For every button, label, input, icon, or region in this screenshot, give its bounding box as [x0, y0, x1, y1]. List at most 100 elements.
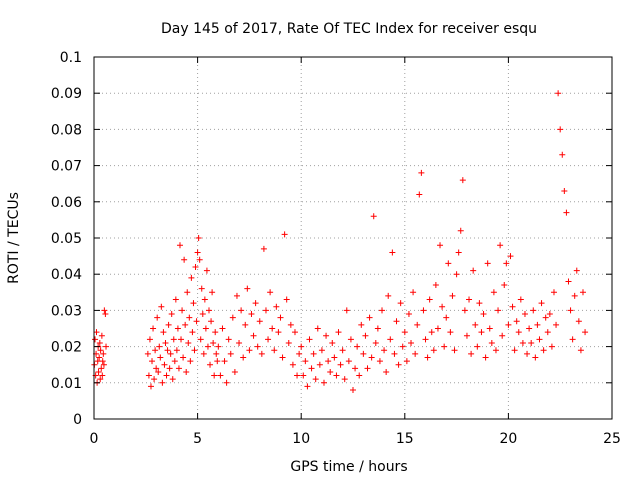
data-point: [405, 311, 412, 318]
data-point: [422, 336, 429, 343]
data-point: [497, 242, 504, 249]
data-point: [260, 245, 267, 252]
data-point: [100, 350, 107, 357]
data-point: [451, 347, 458, 354]
data-point: [310, 350, 317, 357]
data-point: [414, 321, 421, 328]
data-point: [174, 325, 181, 332]
data-point: [102, 311, 109, 318]
data-point: [461, 307, 468, 314]
data-point: [573, 267, 580, 274]
data-point: [306, 336, 313, 343]
data-point: [331, 354, 338, 361]
data-point: [179, 307, 186, 314]
data-point: [443, 314, 450, 321]
data-point: [410, 289, 417, 296]
data-point: [401, 329, 408, 336]
x-tick-label: 15: [396, 431, 414, 447]
y-tick-label: 0.05: [51, 231, 82, 247]
data-point: [412, 350, 419, 357]
data-point: [441, 343, 448, 350]
data-point: [99, 372, 106, 379]
data-point: [180, 354, 187, 361]
chart-title: Day 145 of 2017, Rate Of TEC Index for r…: [161, 21, 537, 37]
data-point: [356, 372, 363, 379]
data-point: [484, 260, 491, 267]
data-point: [213, 350, 220, 357]
data-point: [561, 187, 568, 194]
data-point: [490, 289, 497, 296]
y-tick-label: 0.03: [51, 303, 82, 319]
data-point: [362, 332, 369, 339]
data-point: [217, 372, 224, 379]
data-point: [289, 361, 296, 368]
data-point: [374, 325, 381, 332]
data-point: [172, 296, 179, 303]
data-point: [160, 329, 167, 336]
data-point: [459, 177, 466, 184]
data-point: [186, 314, 193, 321]
data-point: [146, 336, 153, 343]
data-point: [304, 383, 311, 390]
data-point: [424, 354, 431, 361]
data-point: [370, 213, 377, 220]
data-point: [100, 361, 107, 368]
data-point: [320, 379, 327, 386]
data-point: [540, 347, 547, 354]
data-point: [397, 300, 404, 307]
data-point: [161, 361, 168, 368]
data-point: [335, 329, 342, 336]
data-point: [92, 336, 99, 343]
data-point: [385, 292, 392, 299]
y-tick-label: 0.1: [60, 50, 82, 66]
data-point: [157, 354, 164, 361]
data-point: [183, 368, 190, 375]
data-point: [528, 339, 535, 346]
data-point: [181, 256, 188, 263]
data-point: [534, 321, 541, 328]
data-point: [538, 300, 545, 307]
data-point: [329, 339, 336, 346]
data-point: [455, 249, 462, 256]
data-point: [358, 321, 365, 328]
data-point: [387, 336, 394, 343]
data-point: [246, 347, 253, 354]
data-point: [408, 339, 415, 346]
data-point: [271, 347, 278, 354]
data-point: [399, 343, 406, 350]
data-point: [308, 365, 315, 372]
data-point: [350, 387, 356, 394]
x-axis-label: GPS time / hours: [290, 459, 407, 475]
y-axis-ticks: 0 0.01 0.02 0.03 0.04 0.05 0.06 0.07 0.08 0.09 0.1: [51, 50, 612, 428]
data-point: [437, 242, 444, 249]
data-point: [151, 376, 158, 383]
data-point: [167, 350, 174, 357]
data-point: [210, 339, 217, 346]
x-tick-label: 25: [603, 431, 621, 447]
data-point: [195, 235, 202, 241]
data-point: [577, 347, 584, 354]
data-point: [325, 358, 332, 365]
data-points: [91, 90, 589, 394]
data-point: [314, 325, 321, 332]
data-point: [318, 347, 325, 354]
data-point: [168, 311, 175, 318]
data-point: [544, 329, 551, 336]
data-point: [203, 267, 210, 274]
data-point: [343, 307, 350, 314]
data-point: [175, 365, 182, 372]
x-tick-label: 0: [90, 431, 99, 447]
data-point: [316, 361, 323, 368]
data-point: [302, 358, 309, 365]
data-point: [492, 347, 499, 354]
data-point: [176, 242, 183, 249]
data-point: [447, 329, 454, 336]
data-point: [244, 285, 251, 292]
data-point: [182, 321, 189, 328]
data-point: [165, 321, 172, 328]
data-point: [499, 332, 506, 339]
data-point: [569, 336, 576, 343]
data-point: [403, 358, 410, 365]
y-axis-label: ROTI / TECUs: [6, 192, 22, 284]
data-point: [579, 289, 586, 296]
